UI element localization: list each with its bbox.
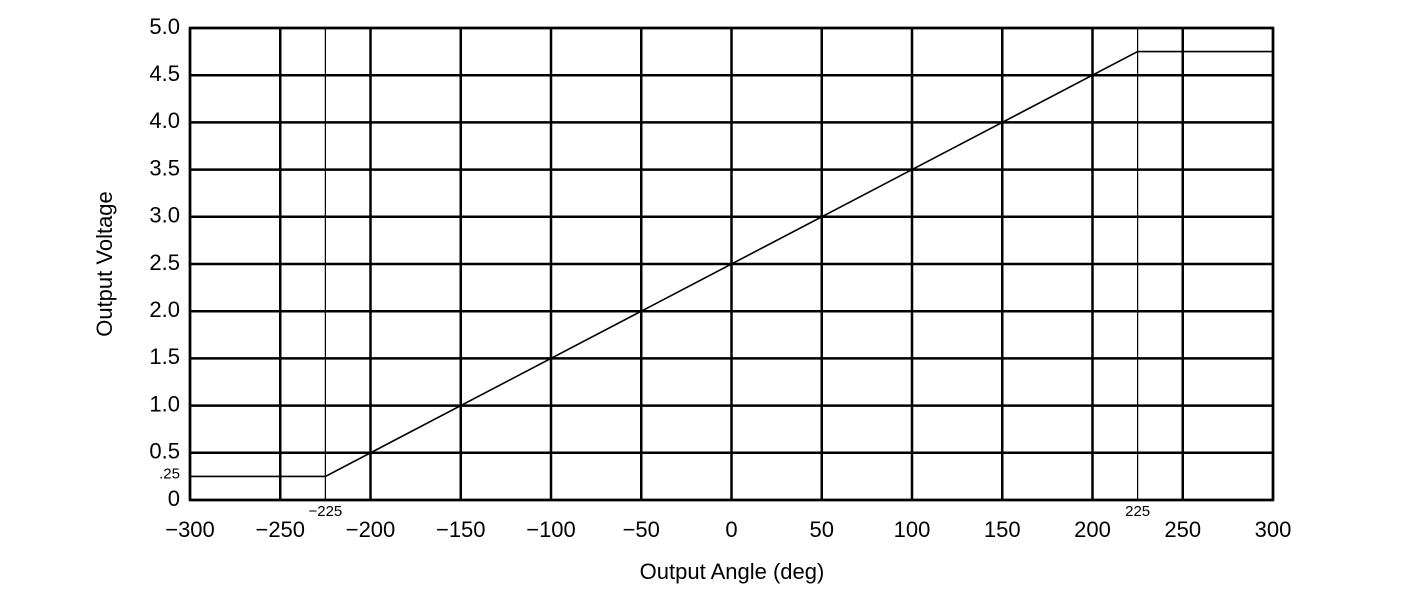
x-tick-label: −225 [308, 503, 342, 520]
x-tick-label: −50 [623, 517, 660, 542]
x-tick-label: 300 [1255, 517, 1292, 542]
y-tick-label: 5.0 [149, 14, 180, 39]
x-tick-label: −300 [165, 517, 215, 542]
x-tick-label: 150 [984, 517, 1021, 542]
y-tick-label: 1.5 [149, 344, 180, 369]
y-tick-label: 2.0 [149, 297, 180, 322]
plot-frame [188, 26, 1275, 502]
y-tick-label: 0.5 [149, 439, 180, 464]
x-tick-label: −250 [255, 517, 305, 542]
x-tick-label: 250 [1164, 517, 1201, 542]
x-tick-label: 100 [894, 517, 931, 542]
y-tick-label: 4.0 [149, 108, 180, 133]
y-tick-label: 3.5 [149, 155, 180, 180]
x-axis-label: Output Angle (deg) [640, 559, 825, 584]
x-tick-label: −100 [526, 517, 576, 542]
x-tick-label: −200 [346, 517, 396, 542]
x-tick-label: 0 [725, 517, 737, 542]
x-tick-label: 50 [810, 517, 834, 542]
y-tick-label: 0 [168, 486, 180, 511]
x-tick-label: 225 [1125, 503, 1150, 520]
y-tick-label: 3.0 [149, 203, 180, 228]
x-tick-label: −150 [436, 517, 486, 542]
y-tick-label: 2.5 [149, 250, 180, 275]
data-line [190, 50, 1273, 478]
y-axis-label: Output Voltage [92, 191, 117, 337]
y-tick-label: 1.0 [149, 391, 180, 416]
y-tick-label: .25 [159, 465, 180, 482]
y-tick-label: 4.5 [149, 61, 180, 86]
x-tick-label: 200 [1074, 517, 1111, 542]
